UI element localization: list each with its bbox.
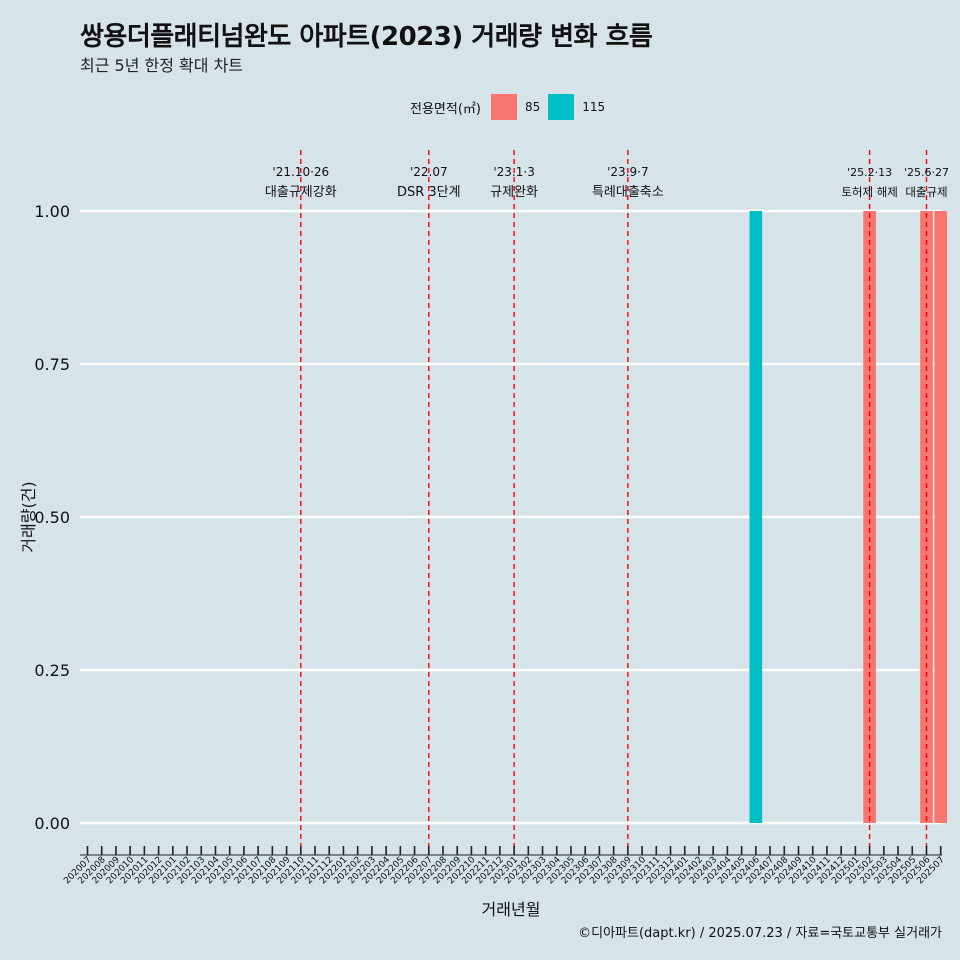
event-date-label: '23.9·7 xyxy=(607,165,648,179)
legend-key-85 xyxy=(490,94,517,120)
legend-label-115: 115 xyxy=(582,100,606,114)
event-date-label: '22.07 xyxy=(410,165,448,179)
event-name-label: DSR 3단계 xyxy=(397,185,461,200)
event-date-label: '23.1·3 xyxy=(493,165,534,179)
legend: 전용면적(㎡) 85 115 xyxy=(410,93,613,121)
y-tick-label: 0.50 xyxy=(34,508,70,527)
event-name-label: 대출규제 xyxy=(905,185,947,199)
y-tick-label: 0.00 xyxy=(34,814,70,833)
legend-label-85: 85 xyxy=(524,100,541,114)
y-tick-label: 1.00 xyxy=(34,202,70,221)
event-name-label: 규제완화 xyxy=(490,185,538,200)
bar-85-202506 xyxy=(920,211,933,823)
event-date-label: '21.10·26 xyxy=(272,165,329,179)
event-name-label: 토허제 해제 xyxy=(841,185,898,199)
event-name-label: 특례대출축소 xyxy=(592,185,664,200)
y-tick-label: 0.25 xyxy=(34,661,70,680)
legend-key-115 xyxy=(548,94,575,120)
bar-85-202507 xyxy=(934,211,947,823)
event-date-label: '25.6·27 xyxy=(904,166,949,179)
bar-85-202502 xyxy=(863,211,876,823)
y-tick-label: 0.75 xyxy=(34,355,70,374)
legend-title: 전용면적(㎡) xyxy=(410,101,481,117)
source-caption: ©디아파트(dapt.kr) / 2025.07.23 / 자료=국토교통부 실… xyxy=(578,926,942,941)
bar-115-202406 xyxy=(749,211,763,823)
event-name-label: 대출규제강화 xyxy=(265,185,337,200)
y-axis-title: 거래량(건) xyxy=(19,481,38,552)
chart-title: 쌍용더플래티넘완도 아파트(2023) 거래량 변화 흐름 xyxy=(80,22,653,52)
event-date-label: '25.2·13 xyxy=(847,166,892,179)
chart-subtitle: 최근 5년 한정 확대 차트 xyxy=(80,56,244,75)
x-axis-title: 거래년월 xyxy=(482,900,541,919)
